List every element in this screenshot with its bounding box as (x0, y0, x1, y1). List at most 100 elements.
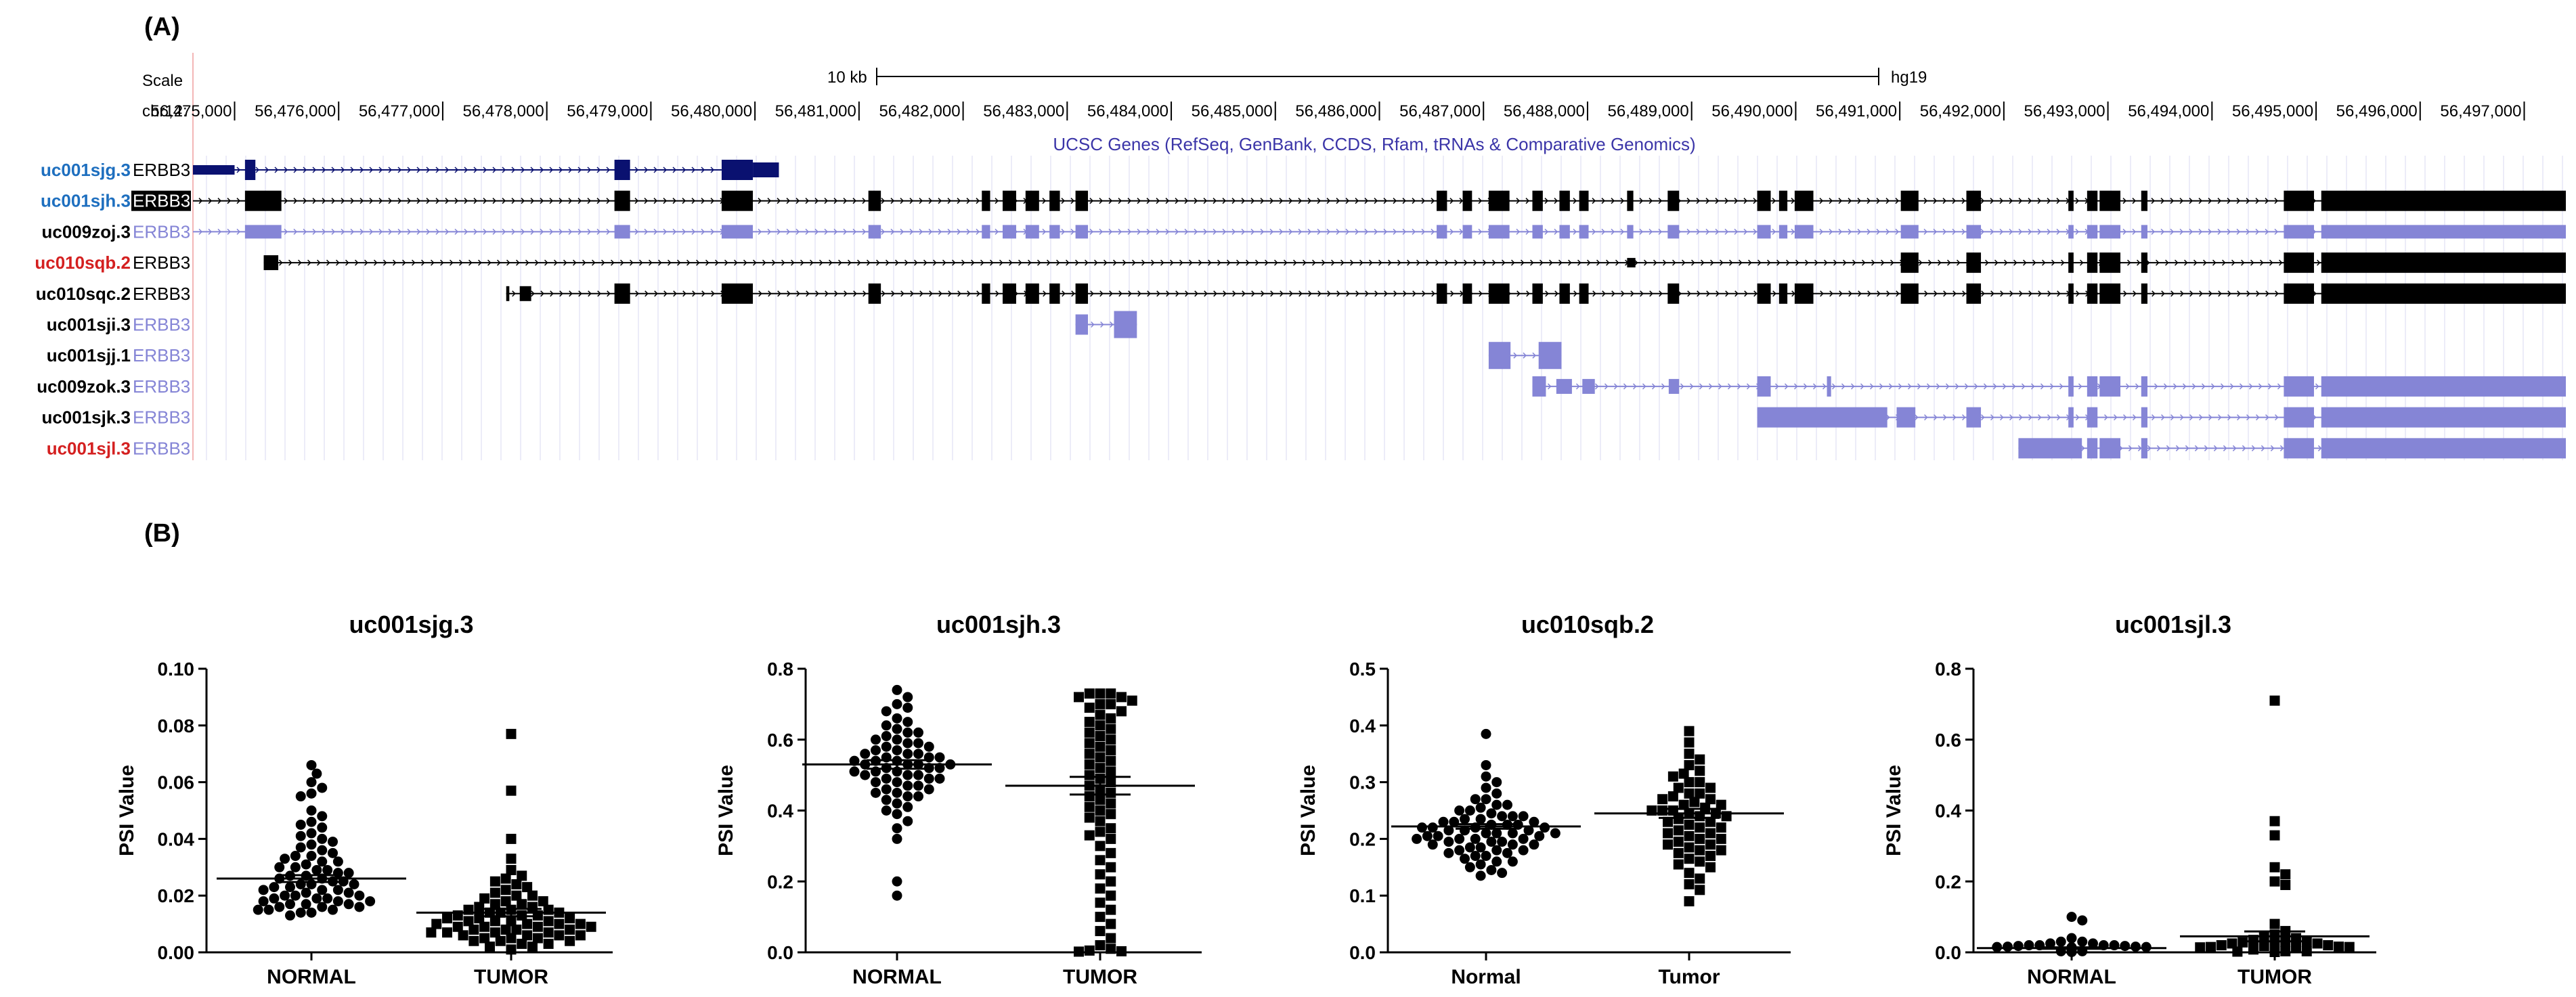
strand-arrow (795, 228, 800, 235)
data-point (332, 868, 343, 879)
data-point (902, 749, 913, 759)
data-point (1443, 825, 1454, 836)
strand-arrow (549, 228, 554, 235)
strand-arrow (2009, 228, 2013, 235)
strand-arrow (2231, 259, 2235, 266)
strand-arrow (554, 259, 558, 266)
category-label: TUMOR (2237, 966, 2312, 988)
strand-arrow (1061, 228, 1066, 235)
strand-arrow (663, 290, 668, 297)
strand-arrow (645, 290, 649, 297)
strand-arrow (620, 259, 624, 266)
data-point (253, 904, 263, 915)
data-point (892, 833, 902, 844)
strand-arrow (654, 290, 658, 297)
data-point (913, 770, 923, 780)
strand-arrow (1156, 228, 1160, 235)
data-point (1518, 845, 1529, 856)
strand-arrow (1426, 259, 1430, 266)
strand-arrow (663, 198, 668, 204)
data-point (1481, 728, 1491, 739)
strand-arrow (758, 198, 762, 204)
strand-arrow (881, 228, 886, 235)
strand-arrow (1964, 383, 1969, 390)
exon-block (868, 225, 881, 239)
strand-arrow (2232, 445, 2237, 451)
data-point (1095, 855, 1106, 866)
data-point (511, 924, 522, 935)
strand-arrow (2004, 259, 2008, 266)
strand-arrow (364, 259, 368, 266)
strand-arrow (777, 198, 781, 204)
data-point (1106, 847, 1116, 858)
strand-arrow (2246, 290, 2250, 297)
strand-arrow (530, 167, 535, 173)
psi-scatter-plots: uc001sjg.3 0.00 0.02 0.04 0.06 0.08 0.10 PSI Va… (116, 611, 2376, 988)
exon-block (1827, 376, 1831, 397)
strand-arrow (852, 228, 857, 235)
strand-arrow (2028, 414, 2032, 421)
ruler-coordinate-label: 56,496,000 (2336, 102, 2418, 120)
data-point (1417, 822, 1427, 833)
data-point (1106, 833, 1116, 844)
strand-arrow (1416, 259, 1420, 266)
strand-arrow (1270, 290, 1274, 297)
data-point (290, 851, 301, 862)
strand-arrow (1744, 290, 1748, 297)
exon-block (1966, 283, 1982, 304)
strand-arrow (701, 290, 705, 297)
strand-arrow (549, 198, 554, 204)
strand-arrow (1454, 259, 1458, 266)
data-point (1540, 822, 1550, 833)
strand-arrow (686, 259, 691, 266)
strand-arrow (2265, 198, 2269, 204)
data-point (1497, 811, 1508, 822)
strand-arrow (2151, 414, 2156, 421)
data-point (881, 805, 892, 816)
strand-arrow (1108, 228, 1113, 235)
data-point (1106, 918, 1116, 929)
y-axis-label: PSI Value (1883, 765, 1905, 856)
strand-arrow (691, 228, 696, 235)
exon-block (1900, 190, 1919, 211)
strand-arrow (303, 228, 307, 235)
strand-arrow (1393, 198, 1397, 204)
y-axis-label: PSI Value (715, 765, 737, 856)
strand-arrow (1705, 228, 1710, 235)
strand-arrow (2255, 228, 2260, 235)
data-point (1084, 945, 1095, 956)
plot-title: uc001sjh.3 (936, 611, 1061, 638)
data-point (328, 847, 338, 858)
data-point (881, 773, 892, 784)
data-point (881, 795, 892, 805)
transcript-name: uc001sji.3 (47, 315, 131, 335)
strand-arrow (881, 290, 886, 297)
strand-arrow (1587, 259, 1591, 266)
data-point (1084, 703, 1095, 713)
data-point (2334, 941, 2344, 952)
data-point (1695, 845, 1705, 856)
strand-arrow (2021, 383, 2026, 390)
strand-arrow (1715, 228, 1720, 235)
strand-arrow (862, 198, 867, 204)
strand-arrow (2078, 383, 2082, 390)
strand-arrow (2229, 383, 2234, 390)
data-point (2066, 912, 2077, 923)
strand-arrow (284, 198, 288, 204)
exon-block (1049, 283, 1060, 304)
strand-arrow (900, 290, 904, 297)
strand-arrow (1227, 259, 1231, 266)
strand-arrow (2208, 414, 2212, 421)
strand-arrow (1194, 290, 1198, 297)
strand-arrow (596, 198, 601, 204)
strand-arrow (435, 198, 440, 204)
exon-block (1559, 225, 1570, 239)
strand-arrow (819, 259, 823, 266)
strand-arrow (511, 198, 516, 204)
strand-arrow (2317, 445, 2322, 451)
strand-arrow (1737, 383, 1741, 390)
strand-arrow (2061, 259, 2065, 266)
data-point (1106, 724, 1116, 734)
exon-block (2068, 225, 2074, 239)
strand-arrow (995, 228, 999, 235)
